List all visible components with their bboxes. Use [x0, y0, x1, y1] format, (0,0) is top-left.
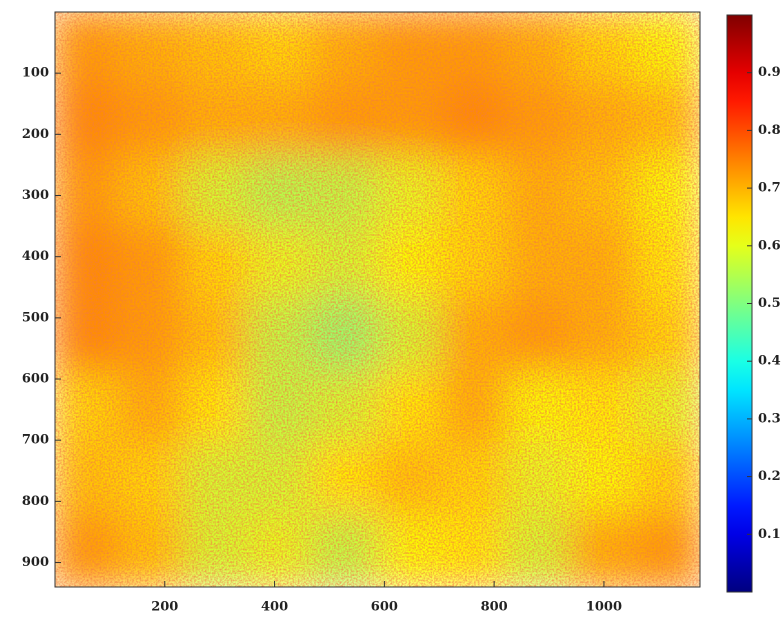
- y-tick-label: 600: [22, 372, 49, 387]
- colorbar-tick-label: 0.1: [758, 527, 781, 542]
- y-tick-label: 400: [22, 249, 49, 264]
- x-tick-label: 200: [151, 600, 178, 615]
- y-tick-label: 800: [22, 494, 49, 509]
- colorbar-tick-label: 0.9: [758, 65, 781, 80]
- colorbar-tick-label: 0.2: [758, 469, 781, 484]
- y-tick-label: 200: [22, 127, 49, 142]
- colorbar-tick-label: 0.6: [758, 238, 781, 253]
- colorbar-tick-label: 0.5: [758, 296, 781, 311]
- x-tick-label: 600: [371, 600, 398, 615]
- chart: 200 400 600 800 1000 100 200 300 400 500 600 700 800…: [0, 0, 784, 621]
- y-tick-label: 700: [22, 433, 49, 448]
- x-tick-label: 400: [261, 600, 288, 615]
- colorbar-tick-label: 0.7: [758, 181, 781, 196]
- colorbar-tick-label: 0.3: [758, 411, 781, 426]
- x-tick-label: 800: [481, 600, 508, 615]
- texture: [55, 12, 700, 587]
- y-tick-label: 100: [22, 66, 49, 81]
- x-tick-label: 1000: [586, 600, 622, 615]
- colorbar-tick-label: 0.8: [758, 123, 781, 138]
- y-tick-label: 500: [22, 310, 49, 325]
- colorbar-tick-label: 0.4: [758, 354, 781, 369]
- page: 200 400 600 800 1000 100 200 300 400 500 600 700 800…: [0, 0, 784, 621]
- y-tick-label: 300: [22, 188, 49, 203]
- y-tick-label: 900: [22, 555, 49, 570]
